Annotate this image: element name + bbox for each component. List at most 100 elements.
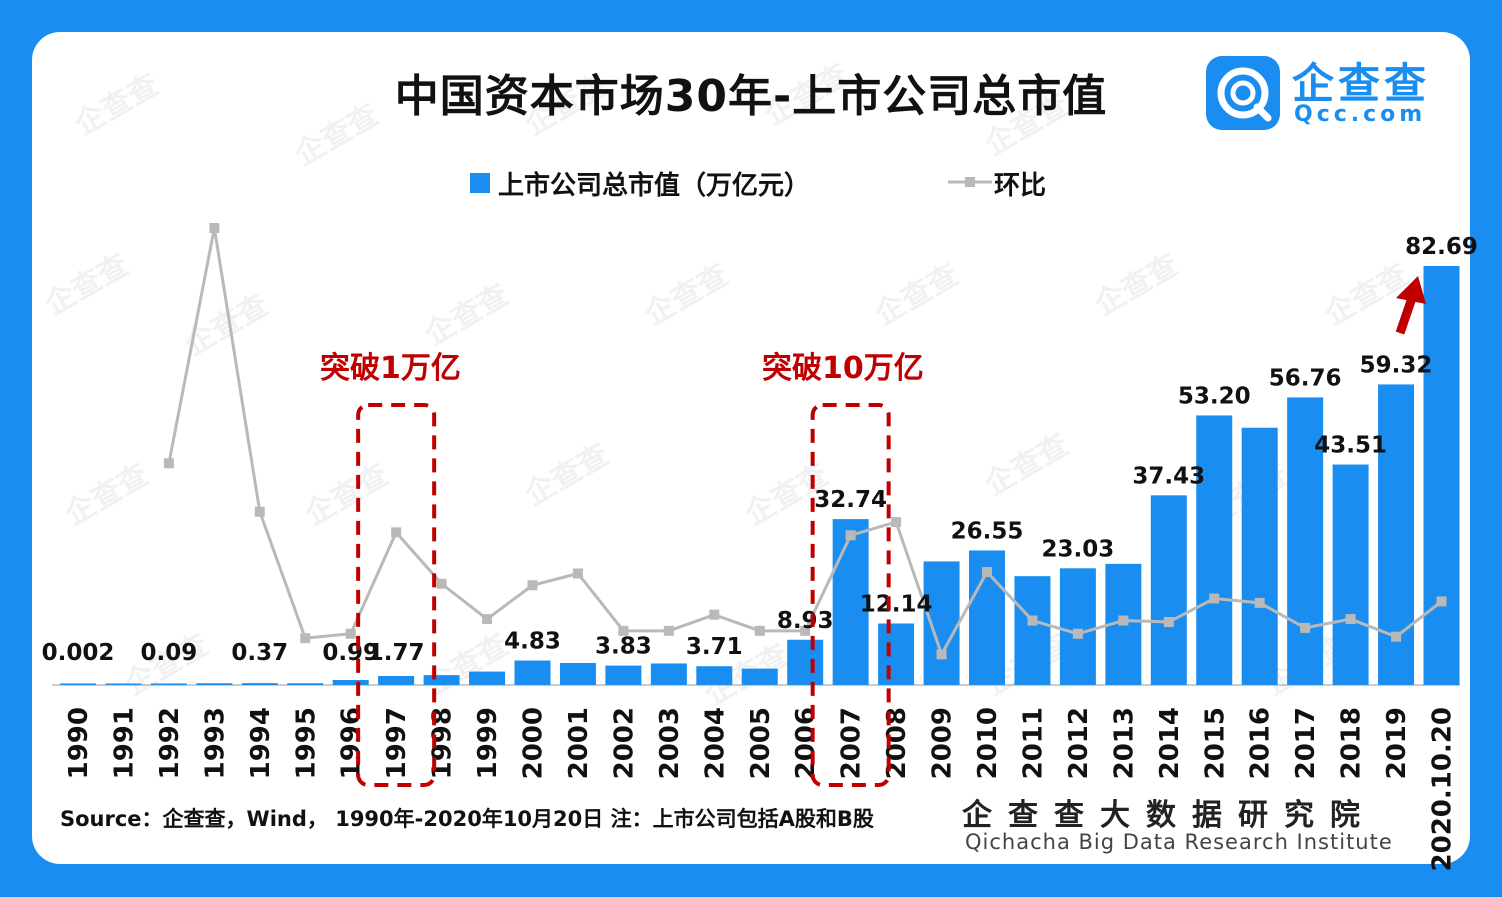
data-label-2015: 53.20 <box>1178 383 1251 409</box>
annotation-10-trillion: 突破10万亿 <box>762 351 924 386</box>
growth-point-2001 <box>572 568 583 579</box>
data-label-1996: 0.99 <box>322 640 379 666</box>
data-label-2004: 3.71 <box>686 634 743 660</box>
growth-point-2006 <box>800 625 811 636</box>
data-label-2017: 56.76 <box>1269 365 1342 391</box>
bar-2011 <box>1014 576 1051 685</box>
bar-2000 <box>514 660 551 685</box>
bar-2001 <box>559 662 596 685</box>
growth-point-2011 <box>1027 615 1038 626</box>
bar-2014 <box>1150 495 1187 685</box>
logo-domain: Qcc.com <box>1294 102 1427 127</box>
x-tick-label-1991: 1991 <box>109 707 139 779</box>
growth-point-1996 <box>345 628 356 639</box>
growth-point-2007 <box>845 530 856 541</box>
data-label-2007: 32.74 <box>814 487 887 513</box>
data-label-2002: 3.83 <box>595 634 652 660</box>
growth-point-2020.10.20 <box>1436 596 1447 607</box>
institute-name-cn: 企查查大数据研究院 <box>962 798 1376 833</box>
data-label-2012: 23.03 <box>1042 536 1115 562</box>
bar-2007 <box>832 519 869 685</box>
x-tick-label-2002: 2002 <box>609 707 639 779</box>
legend-line-label: 环比 <box>994 171 1047 201</box>
x-tick-label-2015: 2015 <box>1200 707 1230 779</box>
growth-arrow-head <box>1396 276 1426 304</box>
x-tick-label-1996: 1996 <box>337 707 367 779</box>
bar-1994 <box>241 683 278 685</box>
data-label-2000: 4.83 <box>504 629 561 655</box>
x-tick-label-1993: 1993 <box>200 707 230 779</box>
growth-point-2019 <box>1391 631 1402 642</box>
x-tick-label-2011: 2011 <box>1018 707 1048 779</box>
x-tick-label-2014: 2014 <box>1155 707 1185 779</box>
annotation-1-trillion: 突破1万亿 <box>320 351 461 386</box>
growth-point-1992 <box>163 458 174 469</box>
growth-point-2016 <box>1254 597 1265 608</box>
bar-2009 <box>923 561 960 685</box>
growth-point-2017 <box>1300 622 1311 633</box>
x-tick-label-2016: 2016 <box>1246 707 1276 779</box>
data-label-1992: 0.09 <box>141 640 198 666</box>
x-tick-label-2006: 2006 <box>791 707 821 779</box>
x-tick-label-1994: 1994 <box>246 707 276 779</box>
growth-point-2004 <box>709 609 720 620</box>
growth-point-2008 <box>891 517 902 528</box>
bar-1995 <box>287 683 324 685</box>
growth-point-2014 <box>1163 617 1174 628</box>
x-tick-label-2010: 2010 <box>973 707 1003 779</box>
x-tick-label-1997: 1997 <box>382 707 412 779</box>
growth-point-1998 <box>436 578 447 589</box>
bar-1999 <box>469 671 506 685</box>
x-tick-label-1999: 1999 <box>473 707 503 779</box>
x-tick-label-2018: 2018 <box>1337 707 1367 779</box>
growth-point-2002 <box>618 625 629 636</box>
bar-1990 <box>60 683 96 685</box>
x-tick-label-1990: 1990 <box>64 707 94 779</box>
growth-point-1999 <box>482 614 493 625</box>
bar-2015 <box>1196 415 1233 685</box>
bar-2004 <box>696 666 733 685</box>
bar-1997 <box>378 676 415 685</box>
bar-2008 <box>878 623 915 685</box>
x-tick-label-2017: 2017 <box>1291 707 1321 779</box>
growth-point-1995 <box>300 633 311 644</box>
qcc-logo: 企查查 Qcc.com <box>1206 56 1486 136</box>
bar-2012 <box>1059 568 1096 685</box>
data-label-2010: 26.55 <box>951 518 1024 544</box>
growth-arrow-shaft <box>1395 296 1417 335</box>
institute-name-en: Qichacha Big Data Research Institute <box>965 830 1393 854</box>
growth-point-2009 <box>936 649 947 660</box>
bar-2002 <box>605 665 642 685</box>
data-label-1994: 0.37 <box>231 640 288 666</box>
chart-title: 中国资本市场30年-上市公司总市值 <box>394 71 1108 122</box>
x-tick-label-2000: 2000 <box>519 707 549 779</box>
legend-bar-label: 上市公司总市值（万亿元） <box>498 171 811 201</box>
data-label-2019: 59.32 <box>1360 352 1433 378</box>
x-tick-label-2009: 2009 <box>928 707 958 779</box>
x-tick-label-2004: 2004 <box>700 707 730 779</box>
growth-point-2005 <box>754 625 765 636</box>
x-tick-label-1998: 1998 <box>428 707 458 779</box>
growth-point-2012 <box>1072 628 1083 639</box>
x-tick-label-2005: 2005 <box>746 707 776 779</box>
qcc-logo-icon <box>1206 56 1280 130</box>
data-label-2006: 8.93 <box>777 608 834 634</box>
bar-2003 <box>650 663 687 685</box>
growth-point-1993 <box>209 223 220 234</box>
x-tick-label-1992: 1992 <box>155 707 185 779</box>
bar-1998 <box>423 675 460 685</box>
legend-line-swatch <box>948 177 992 187</box>
data-label-2018: 43.51 <box>1314 433 1387 459</box>
data-label-1997: 1.77 <box>368 640 425 666</box>
bar-1996 <box>332 679 369 685</box>
growth-point-2000 <box>527 580 538 591</box>
bar-2017 <box>1287 397 1324 685</box>
x-tick-label-2007: 2007 <box>837 707 867 779</box>
highlight-box-2007 <box>810 403 891 787</box>
highlight-box-1997 <box>356 403 437 787</box>
logo-name: 企查查 <box>1292 59 1431 108</box>
x-tick-label-1995: 1995 <box>291 707 321 779</box>
x-tick-label-2019: 2019 <box>1382 707 1412 779</box>
legend-bar-swatch <box>470 173 490 193</box>
